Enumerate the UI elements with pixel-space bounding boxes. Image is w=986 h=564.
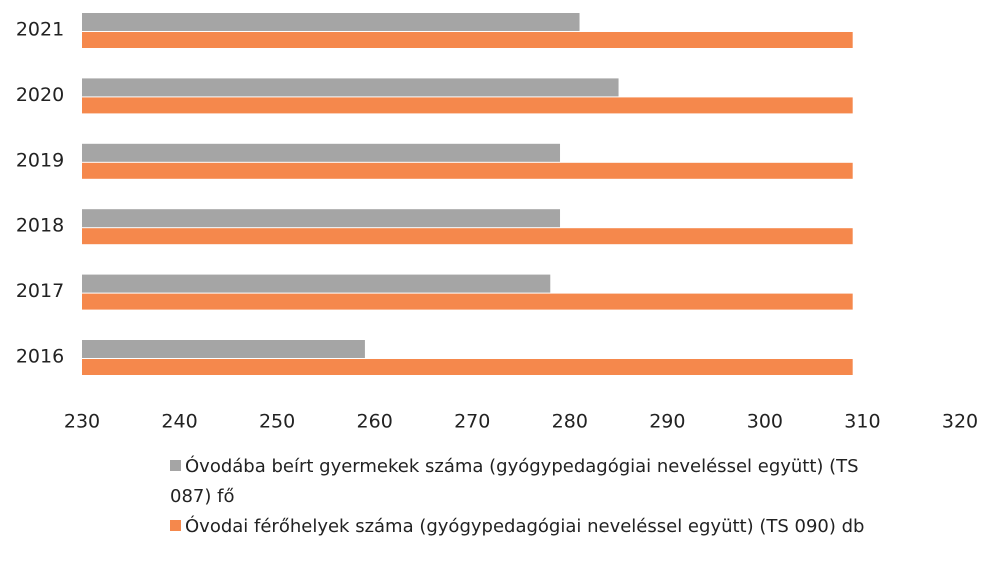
bar [82, 162, 853, 179]
legend-item: Óvodai férőhelyek száma (gyógypedagógiai… [170, 512, 870, 542]
legend-swatch [170, 460, 181, 471]
plot: 230 240 250 260 270 280 290 300 310 320 2016 2017 20… [16, 13, 978, 433]
x-tick-label: 260 [357, 411, 393, 433]
y-tick-label: 2017 [16, 280, 64, 302]
bar [82, 340, 365, 358]
legend-swatch [170, 520, 181, 531]
bar [82, 32, 853, 48]
x-tick-label: 320 [942, 411, 978, 433]
bar [82, 13, 580, 31]
x-tick-label: 290 [649, 411, 685, 433]
legend-item: Óvodába beírt gyermekek száma (gyógypeda… [170, 452, 870, 512]
y-tick-label: 2021 [16, 19, 64, 41]
bar [82, 293, 853, 310]
x-tick-label: 270 [454, 411, 490, 433]
y-tick-label: 2018 [16, 215, 64, 237]
x-tick-label: 230 [64, 411, 100, 433]
bar [82, 209, 561, 228]
legend-label: Óvodai férőhelyek száma (gyógypedagógiai… [185, 516, 865, 537]
bar [82, 78, 619, 97]
x-tick-label: 300 [747, 411, 783, 433]
bar [82, 228, 853, 245]
x-tick-label: 250 [259, 411, 295, 433]
bar [82, 274, 551, 293]
bar [82, 143, 561, 162]
legend-label: Óvodába beírt gyermekek száma (gyógypeda… [170, 456, 859, 507]
bar [82, 97, 853, 114]
y-tick-label: 2019 [16, 149, 64, 171]
x-tick-label: 310 [844, 411, 880, 433]
y-tick-label: 2016 [16, 346, 64, 368]
y-tick-label: 2020 [16, 84, 64, 106]
bar [82, 359, 853, 375]
x-tick-label: 240 [161, 411, 197, 433]
x-tick-label: 280 [552, 411, 588, 433]
